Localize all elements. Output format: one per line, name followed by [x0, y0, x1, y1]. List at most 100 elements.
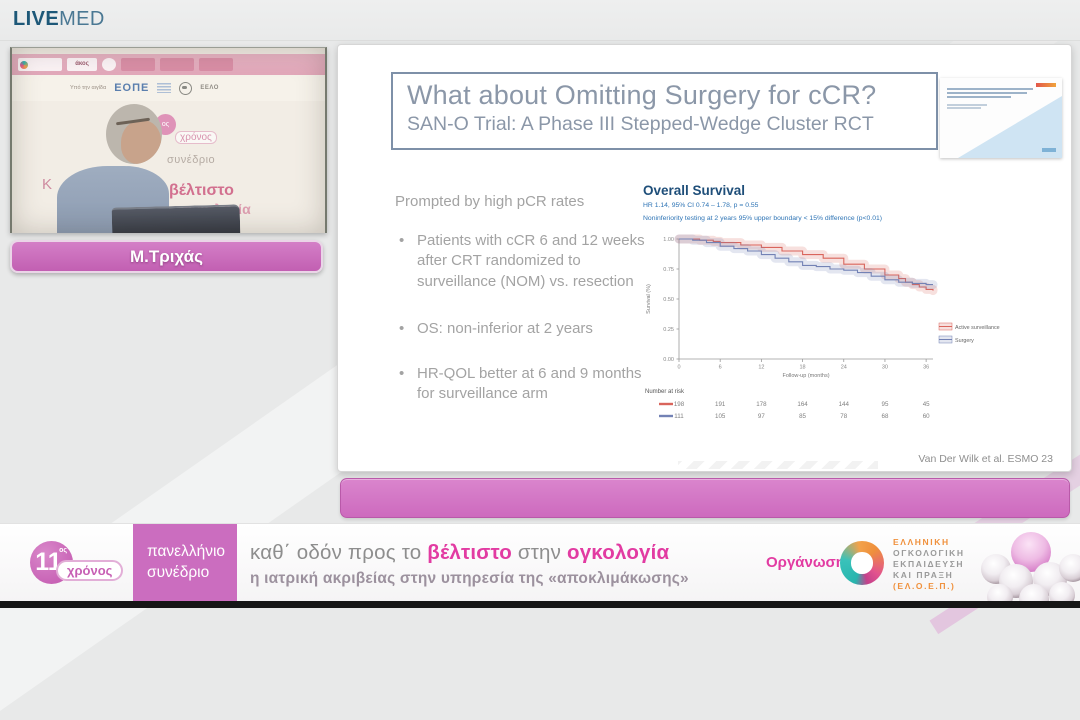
- slide-title: What about Omitting Surgery for cCR?: [407, 80, 877, 110]
- pink-banner-bar: [340, 478, 1070, 518]
- svg-text:Follow-up (months): Follow-up (months): [782, 373, 829, 379]
- svg-text:18: 18: [800, 365, 806, 371]
- svg-text:60: 60: [923, 413, 930, 420]
- backdrop-auspices-row: Υπό την αιγίδα ΕΟΠΕ ΕΕΛΟ: [12, 75, 325, 101]
- svg-text:0.00: 0.00: [663, 357, 674, 363]
- bottom-black-strip: [0, 601, 1080, 608]
- slogan-gray1: καθ΄ οδόν προς το: [250, 541, 428, 564]
- svg-text:12: 12: [758, 365, 764, 371]
- svg-text:0.50: 0.50: [663, 297, 674, 303]
- footer-congress-line2: συνέδριο: [147, 564, 210, 581]
- svg-text:Active surveillance: Active surveillance: [955, 325, 1000, 331]
- eloep-swirl-logo: [840, 541, 884, 585]
- speaker-head: [106, 104, 162, 164]
- svg-text:68: 68: [882, 413, 889, 420]
- svg-text:0.25: 0.25: [663, 327, 674, 333]
- thumbnail-footer-mark: [1042, 148, 1056, 152]
- slogan-pink2: ογκολογία: [566, 541, 670, 564]
- eloep-logo-text: ΕΛΛΗΝΙΚΗ ΟΓΚΟΛΟΓΙΚΗ ΕΚΠΑΙΔΕΥΣΗ ΚΑΙ ΠΡΑΞΗ…: [893, 537, 965, 592]
- footer-congress-block: πανελλήνιο συνέδριο: [133, 524, 237, 602]
- livemed-logo-med: MED: [59, 8, 105, 30]
- top-bar: LIVEMED: [0, 0, 1080, 41]
- backdrop-congress-word: συνέδριο: [167, 154, 216, 166]
- backdrop-slogan-partial: Κ: [42, 176, 53, 193]
- slogan-pink1: βέλτιστο: [427, 541, 512, 564]
- svg-text:Number at risk: Number at risk: [645, 389, 685, 395]
- paper-thumbnail: [940, 78, 1062, 158]
- slide-intro-text: Prompted by high pCR rates: [395, 193, 585, 210]
- svg-text:Surgery: Surgery: [955, 338, 974, 344]
- citation-text: Van Der Wilk et al. ESMO 23: [918, 453, 1053, 465]
- slide-panel: What about Omitting Surgery for cCR? SAN…: [337, 44, 1072, 472]
- svg-text:6: 6: [719, 365, 722, 371]
- svg-text:144: 144: [839, 401, 850, 408]
- org-line: (ΕΛ.Ο.Ε.Π.): [893, 581, 956, 592]
- thumbnail-journal-logo: [1036, 83, 1056, 87]
- chart-subtitle-2: Noninferiority testing at 2 years 95% up…: [643, 214, 883, 222]
- svg-text:178: 178: [756, 401, 767, 408]
- speaker-video-panel: άκος Υπό την αιγίδα ΕΟΠΕ ΕΕΛΟ ος χρόνος …: [10, 47, 327, 233]
- backdrop-sponsor-band: άκος: [12, 54, 325, 75]
- backdrop-sponsor-block: [199, 58, 233, 71]
- backdrop-eloep-logo: [18, 58, 62, 71]
- podium-laptop: [111, 204, 241, 233]
- km-plot: 1.00 0.75 0.50 0.25 0.000 6 12 18 24 30 36 Survival…: [645, 234, 1000, 420]
- org-line: ΕΛΛΗΝΙΚΗ: [893, 537, 950, 547]
- backdrop-year-word: χρόνος: [175, 131, 217, 144]
- livemed-logo-live: LIVE: [13, 8, 60, 30]
- svg-text:164: 164: [797, 401, 808, 408]
- svg-text:0.75: 0.75: [663, 267, 674, 273]
- km-chart: Overall Survival HR 1.14, 95% CI 0.74 – …: [643, 183, 1013, 425]
- bullet-item: OS: non-inferior at 2 years: [395, 319, 645, 340]
- bullet-item: Patients with cCR 6 and 12 weeks after C…: [395, 231, 645, 292]
- swirl-icon: [20, 60, 28, 69]
- backdrop-sponsor-block: [121, 58, 155, 71]
- slide-watermark: [678, 461, 878, 469]
- crab-logo-icon: [179, 81, 193, 95]
- auspices-label: Υπό την αιγίδα: [70, 85, 107, 91]
- svg-text:0: 0: [677, 365, 680, 371]
- backdrop-round-logo: [102, 58, 116, 71]
- svg-text:198: 198: [674, 401, 685, 408]
- footer-bar: 11 ος χρόνος πανελλήνιο συνέδριο καθ΄ οδ…: [0, 523, 1080, 602]
- eope-logo-bars: [157, 83, 172, 93]
- svg-text:111: 111: [674, 413, 684, 420]
- slide-subtitle: SAN-O Trial: A Phase III Stepped-Wedge C…: [407, 113, 874, 135]
- svg-text:1.00: 1.00: [663, 237, 674, 243]
- footer-year-word: χρόνος: [56, 560, 124, 581]
- speaker-face: [120, 119, 161, 164]
- eelo-logo: ΕΕΛΟ: [200, 85, 219, 91]
- decorative-spheres: [981, 524, 1080, 602]
- org-line: ΕΚΠΑΙΔΕΥΣΗ: [893, 559, 965, 570]
- svg-text:105: 105: [715, 413, 726, 420]
- backdrop-slogan-veltisto: βέλτιστο: [169, 182, 234, 199]
- thumbnail-triangle: [958, 96, 1062, 158]
- svg-text:45: 45: [923, 401, 930, 408]
- slide-bullet-list: Patients with cCR 6 and 12 weeks after C…: [395, 231, 645, 405]
- footer-slogan-line2: η ιατρική ακριβείας στην υπηρεσία της «α…: [250, 570, 689, 587]
- svg-text:36: 36: [923, 365, 929, 371]
- backdrop-akos-logo: άκος: [67, 58, 97, 71]
- svg-text:30: 30: [882, 365, 888, 371]
- footer-congress-line1: πανελλήνιο: [147, 543, 226, 561]
- chart-title: Overall Survival: [643, 183, 746, 198]
- organizer-label: Οργάνωση:: [766, 554, 850, 571]
- bullet-item: HR-QOL better at 6 and 9 months for surv…: [395, 364, 645, 405]
- slide-title-box: What about Omitting Surgery for cCR? SAN…: [391, 72, 938, 150]
- slogan-gray2: στην: [511, 541, 567, 564]
- org-line: ΚΑΙ ΠΡΑΞΗ: [893, 570, 954, 581]
- svg-text:Survival (%): Survival (%): [646, 284, 652, 314]
- footer-year-suffix: ος: [59, 547, 67, 554]
- speaker-name-badge: Μ.Τριχάς: [10, 240, 323, 273]
- svg-text:85: 85: [799, 413, 806, 420]
- footer-slogan: καθ΄ οδόν προς το βέλτιστο στην ογκολογί…: [250, 541, 689, 588]
- svg-text:191: 191: [715, 401, 726, 408]
- svg-text:78: 78: [840, 413, 847, 420]
- speaker-name: Μ.Τριχάς: [130, 246, 203, 266]
- livemed-logo: LIVEMED: [13, 8, 105, 31]
- eope-logo: ΕΟΠΕ: [114, 82, 150, 94]
- chart-subtitle-1: HR 1.14, 95% CI 0.74 – 1.78, p = 0.55: [643, 202, 759, 209]
- footer-slogan-line1: καθ΄ οδόν προς το βέλτιστο στην ογκολογί…: [250, 541, 689, 565]
- svg-text:97: 97: [758, 413, 765, 420]
- svg-text:24: 24: [841, 365, 847, 371]
